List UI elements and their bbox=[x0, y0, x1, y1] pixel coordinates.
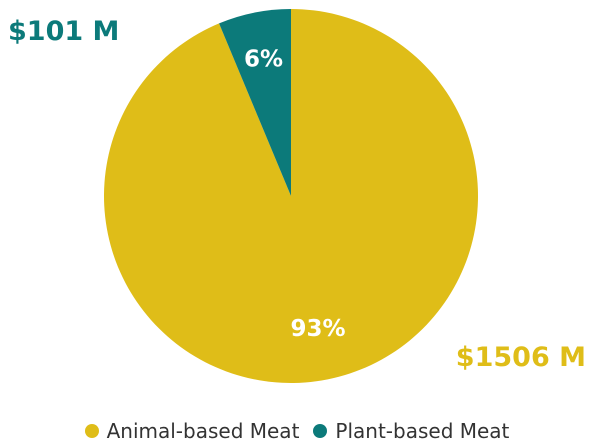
legend-swatch-plant bbox=[313, 424, 328, 438]
legend-label-animal: Animal-based Meat bbox=[106, 419, 300, 443]
legend-item-plant: Plant-based Meat bbox=[313, 419, 509, 443]
pie-label-plant: 6% bbox=[244, 46, 283, 72]
plant-value-label: $101 M bbox=[8, 16, 120, 47]
legend-label-plant: Plant-based Meat bbox=[335, 419, 510, 443]
legend: Animal-based Meat Plant-based Meat bbox=[0, 419, 594, 443]
animal-value-label: $1506 M bbox=[455, 342, 586, 373]
legend-item-animal: Animal-based Meat bbox=[84, 419, 300, 443]
pie-slice-plant bbox=[219, 9, 291, 196]
legend-swatch-animal bbox=[84, 424, 99, 438]
pie-label-animal: 93% bbox=[290, 316, 345, 342]
